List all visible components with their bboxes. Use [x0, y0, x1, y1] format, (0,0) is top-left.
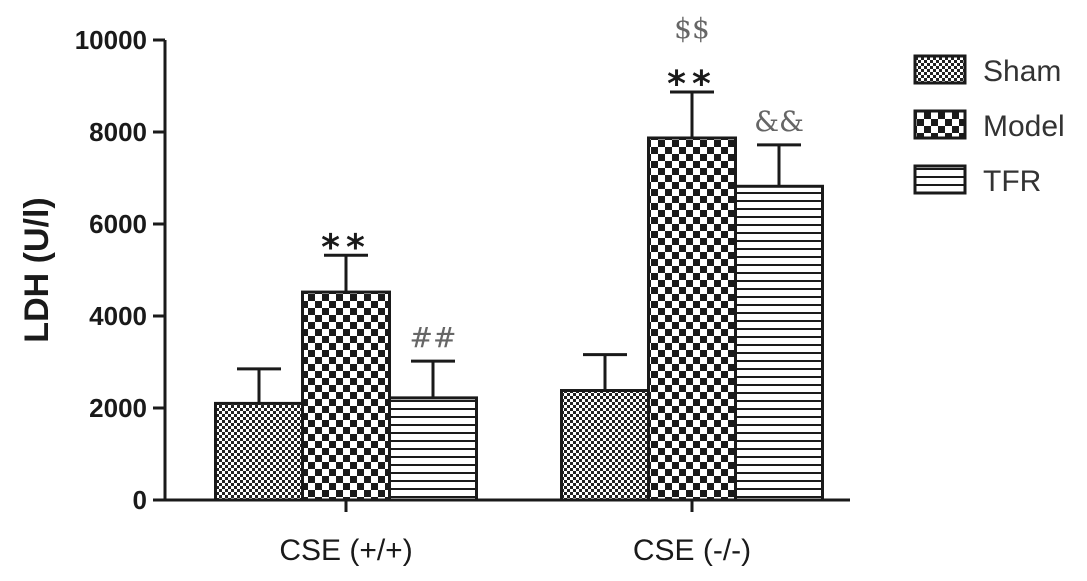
bar-sham — [214, 401, 304, 502]
significance-marker: ** — [321, 227, 371, 268]
legend-label-model: Model — [983, 110, 1065, 143]
significance-marker: ## — [410, 321, 457, 354]
significance-marker: && — [754, 105, 804, 138]
bar-model — [301, 290, 391, 502]
y-tick-label: 10000 — [75, 25, 147, 55]
legend: Sham Model TFR — [913, 54, 1065, 198]
y-tick-label: 2000 — [89, 393, 147, 423]
significance-marker: $$ — [674, 12, 710, 45]
significance-marker: ** — [667, 64, 717, 105]
y-tick-label: 4000 — [89, 301, 147, 331]
y-axis-title: LDH (U/l) — [18, 197, 56, 342]
bars — [214, 90, 824, 502]
y-tick-label: 6000 — [89, 209, 147, 239]
x-tick-label: CSE (+/+) — [279, 534, 412, 567]
bar-tfr — [388, 396, 478, 502]
legend-swatch-model — [913, 109, 967, 140]
y-tick-label: 8000 — [89, 117, 147, 147]
annotations: ** ## ** $$ && — [321, 12, 804, 354]
legend-label-sham: Sham — [983, 55, 1061, 88]
x-tick-label: CSE (-/-) — [633, 534, 751, 567]
y-tick-label: 0 — [133, 485, 147, 515]
bar-sham — [560, 389, 650, 502]
legend-swatch-sham — [913, 54, 967, 85]
legend-swatch-tfr — [913, 164, 967, 195]
legend-label-tfr: TFR — [983, 165, 1041, 198]
bar-tfr — [734, 184, 824, 502]
bar-model — [647, 136, 737, 502]
